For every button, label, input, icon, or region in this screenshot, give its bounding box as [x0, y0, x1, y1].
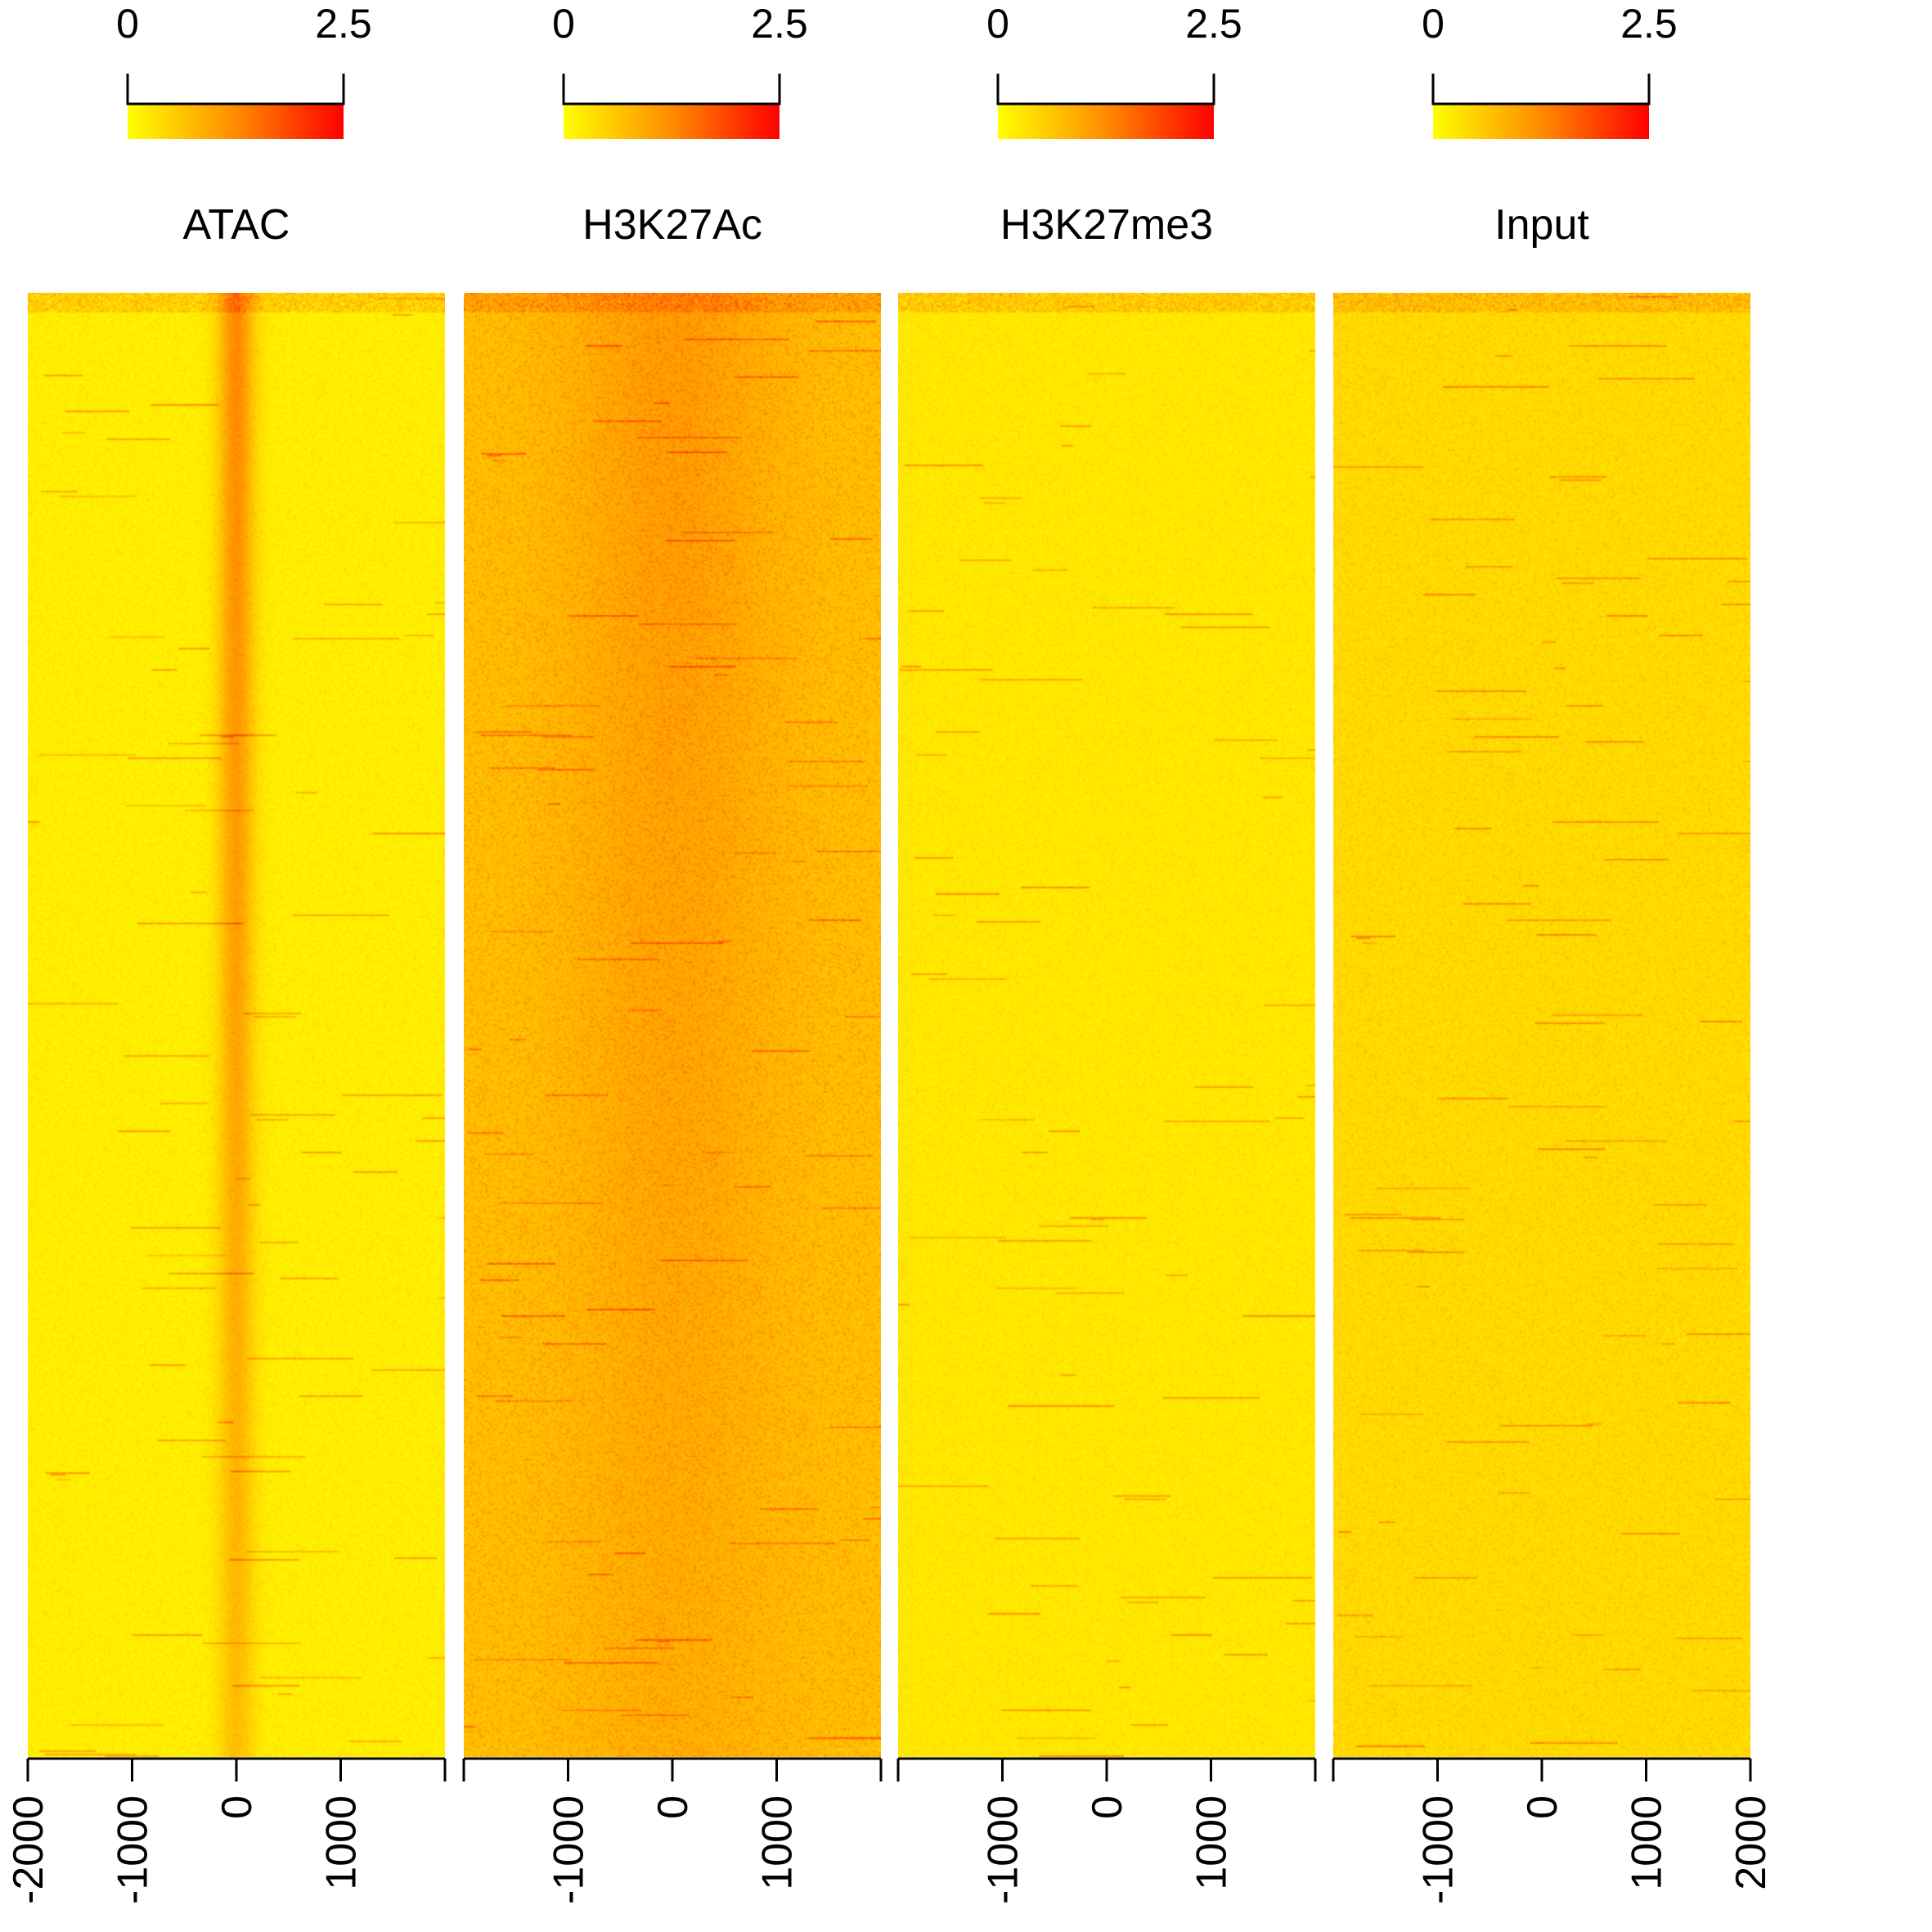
- x-tick-label: 0: [1084, 1795, 1131, 1819]
- x-axes: -2000 -1000 0 1000 -1000 0 1000 -1000 0 1000 -1000…: [5, 1757, 1775, 1904]
- colorbar-max-label: 2.5: [1185, 1, 1242, 47]
- x-tick-label: 0: [1519, 1795, 1566, 1819]
- heatmap-cells: [898, 293, 1315, 1757]
- colorbar: 0 2.5: [986, 1, 1242, 139]
- colorbar-max-label: 2.5: [1620, 1, 1678, 47]
- x-tick-label: 1000: [318, 1795, 366, 1890]
- panel-title: Input: [1494, 201, 1589, 249]
- x-tick-label: -1000: [1415, 1795, 1462, 1904]
- colorbar-max-label: 2.5: [315, 1, 372, 47]
- x-tick-label: -2000: [5, 1795, 52, 1904]
- x-tick-label: 1000: [1188, 1795, 1236, 1890]
- colorbar-gradient: [128, 105, 344, 139]
- panel-title: H3K27Ac: [582, 201, 762, 249]
- heatmap-cells: [1333, 293, 1750, 1757]
- x-tick-label: 1000: [754, 1795, 802, 1890]
- x-tick-label: 2000: [1728, 1795, 1775, 1890]
- heatmap-panels: [28, 293, 1750, 1757]
- colorbar: 0 2.5: [116, 1, 372, 139]
- colorbar-min-label: 0: [552, 1, 575, 47]
- colorbar-gradient: [998, 105, 1214, 139]
- panel-title: ATAC: [183, 201, 290, 249]
- colorbar-bracket: [126, 74, 345, 106]
- colorbar-min-label: 0: [1422, 1, 1445, 47]
- panel-title: H3K27me3: [1000, 201, 1213, 249]
- colorbar-bracket: [562, 74, 781, 106]
- x-tick-label: -1000: [980, 1795, 1027, 1904]
- x-tick-label: 1000: [1624, 1795, 1671, 1890]
- colorbar-min-label: 0: [986, 1, 1009, 47]
- x-tick-label: 0: [213, 1795, 261, 1819]
- colorbar-bracket: [996, 74, 1215, 106]
- x-axis: -2000 -1000 0 1000: [5, 1757, 447, 1904]
- colorbars: 0 2.5 0 2.5 0 2.5 0 2.5: [116, 1, 1678, 139]
- colorbar-min-label: 0: [116, 1, 139, 47]
- colorbar-gradient: [1433, 105, 1649, 139]
- colorbar: 0 2.5: [552, 1, 808, 139]
- colorbar-bracket: [1431, 74, 1651, 106]
- heatmap-cells: [464, 293, 881, 1757]
- heatmap-cells: [28, 293, 445, 1757]
- x-tick-label: -1000: [110, 1795, 157, 1904]
- x-axis: -1000 0 1000 2000: [1332, 1757, 1775, 1904]
- x-tick-label: -1000: [546, 1795, 593, 1904]
- colorbar-gradient: [564, 105, 780, 139]
- panel-titles: ATAC H3K27Ac H3K27me3 Input: [183, 201, 1590, 249]
- colorbar: 0 2.5: [1422, 1, 1678, 139]
- x-axis: -1000 0 1000: [462, 1757, 883, 1904]
- x-axis: -1000 0 1000: [896, 1757, 1317, 1904]
- colorbar-max-label: 2.5: [751, 1, 808, 47]
- x-tick-label: 0: [649, 1795, 697, 1819]
